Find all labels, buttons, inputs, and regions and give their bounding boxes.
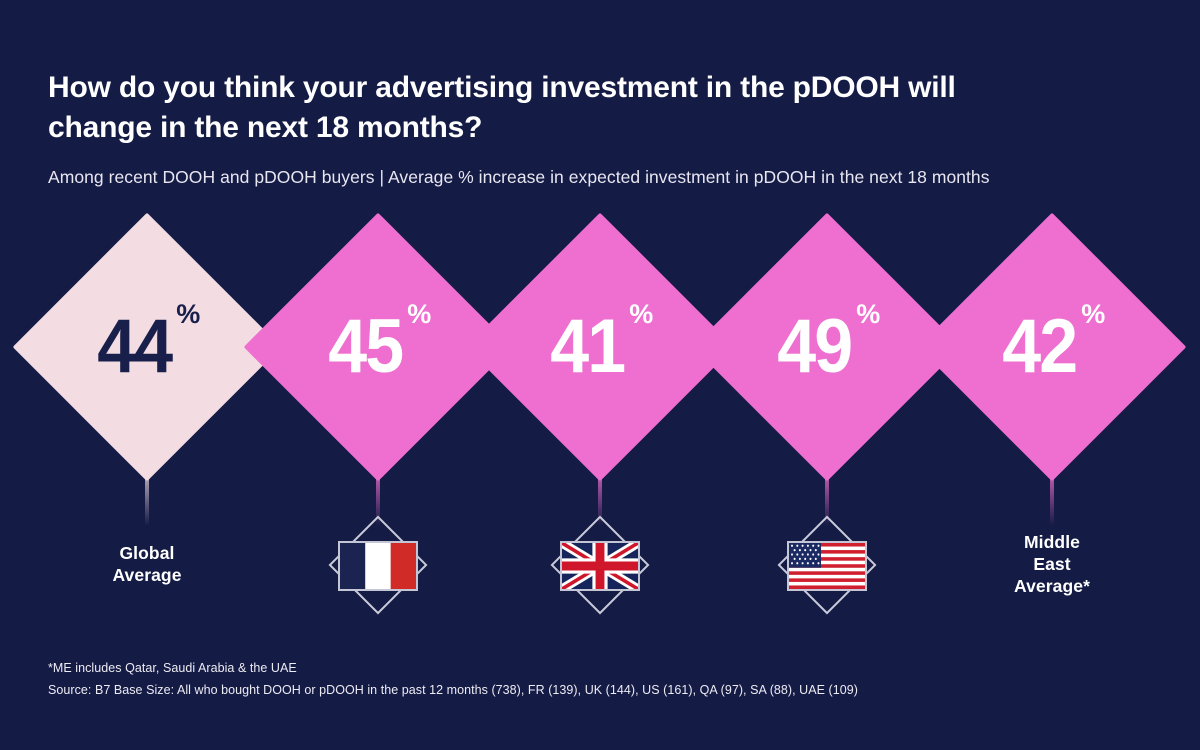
marker-global-average: 44% Global Average — [12, 0, 282, 750]
label-line: Global — [119, 543, 175, 563]
flag-united-kingdom-icon — [560, 541, 640, 591]
page-title: How do you think your advertising invest… — [48, 71, 956, 144]
marker-united-kingdom: 41% — [465, 0, 735, 750]
marker-stem — [376, 440, 380, 526]
flag-badge-united-states — [777, 515, 877, 615]
value-number: 45 — [327, 304, 404, 389]
diamond-shape-france: 45% — [243, 212, 513, 482]
percent-sign: % — [176, 299, 201, 329]
diamond-shape-uk: 41% — [465, 212, 735, 482]
page-subtitle: Among recent DOOH and pDOOH buyers | Ave… — [48, 167, 990, 188]
marker-label-global: Global Average — [32, 543, 262, 587]
marker-stem — [825, 440, 829, 526]
marker-label-middle-east: Middle East Average* — [937, 532, 1167, 598]
footnotes: *ME includes Qatar, Saudi Arabia & the U… — [48, 658, 858, 701]
marker-france: 45% — [243, 0, 513, 750]
value-number: 41 — [549, 304, 626, 389]
percent-sign: % — [1081, 299, 1106, 329]
flag-france-icon — [338, 541, 418, 591]
value-readout: 45% — [283, 252, 473, 442]
marker-stem — [145, 440, 149, 526]
diamond-shape-middle-east: 42% — [917, 212, 1187, 482]
diamond-shape-global: 44% — [12, 212, 282, 482]
label-line: Middle — [1023, 532, 1080, 552]
marker-stem — [598, 440, 602, 526]
label-line: Average — [112, 564, 182, 585]
footnote-source: Source: B7 Base Size: All who bought DOO… — [48, 682, 858, 697]
label-line: East — [1033, 553, 1071, 574]
value-number: 42 — [1001, 304, 1078, 389]
flag-badge-france — [328, 515, 428, 615]
marker-united-states: 49% — [692, 0, 962, 750]
percent-sign: % — [856, 299, 881, 329]
marker-stem — [1050, 440, 1054, 526]
header: How do you think your advertising invest… — [48, 68, 1158, 189]
percent-sign: % — [407, 299, 432, 329]
value-readout: 42% — [957, 252, 1147, 442]
diamond-shape-us: 49% — [692, 212, 962, 482]
value-number: 44 — [96, 304, 173, 389]
value-readout: 49% — [732, 252, 922, 442]
footnote-me-definition: *ME includes Qatar, Saudi Arabia & the U… — [48, 661, 297, 675]
marker-middle-east-average: 42% Middle East Average* — [917, 0, 1187, 750]
value-readout: 44% — [52, 252, 242, 442]
flag-badge-united-kingdom — [550, 515, 650, 615]
label-line: Average* — [1013, 575, 1091, 596]
value-readout: 41% — [505, 252, 695, 442]
percent-sign: % — [629, 299, 654, 329]
flag-united-states-icon — [787, 541, 867, 591]
value-number: 49 — [776, 304, 853, 389]
